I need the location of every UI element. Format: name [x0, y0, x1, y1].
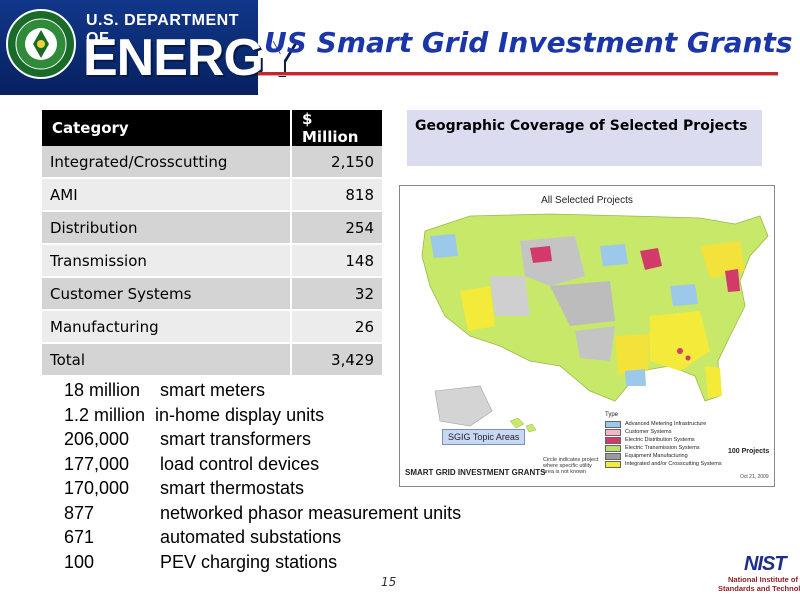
map-title: All Selected Projects — [541, 195, 633, 206]
cell-amount: 254 — [291, 211, 382, 245]
cell-category: Integrated/Crosscutting — [42, 146, 292, 179]
us-map-graphic — [421, 213, 769, 433]
legend-item: Equipment Manufacturing — [605, 452, 722, 460]
stat-row: 177,000 load control devices — [64, 452, 461, 477]
stat-item: automated substations — [160, 527, 342, 547]
legend-label: Electric Transmission Systems — [625, 445, 700, 451]
stat-count: 1.2 million — [64, 404, 146, 425]
stat-item: in-home display units — [155, 404, 325, 425]
cell-category: Transmission — [42, 244, 292, 278]
table-header-row: Category $ Million — [42, 110, 382, 146]
cell-category: Manufacturing — [42, 310, 292, 344]
cell-category: Customer Systems — [42, 277, 292, 311]
legend-label: Electric Distribution Systems — [625, 437, 695, 443]
legend-swatch — [605, 428, 621, 436]
legend-label: Customer Systems — [625, 429, 672, 435]
legend-swatch — [605, 444, 621, 452]
agency-word: ENERGY — [83, 29, 298, 87]
legend-item: Customer Systems — [605, 428, 722, 436]
column-header-category: Category — [42, 110, 292, 146]
legend-label: Advanced Metering Infrastructure — [625, 421, 707, 427]
stat-row: 1.2 million in-home display units — [64, 403, 461, 428]
stat-item: smart thermostats — [160, 478, 305, 498]
stat-count: 170,000 — [64, 478, 130, 498]
stat-row: 671 automated substations — [64, 525, 461, 550]
map-note: Circle indicates project where specific … — [543, 457, 599, 475]
doe-seal-icon — [6, 9, 76, 79]
investment-table: Category $ Million Integrated/Crosscutti… — [42, 110, 382, 377]
legend-swatch — [605, 420, 621, 428]
stat-row: 877 networked phasor measurement units — [64, 501, 461, 526]
legend-label: Equipment Manufacturing — [625, 453, 688, 459]
table-row: Transmission 148 — [42, 244, 382, 278]
title-divider — [258, 72, 778, 75]
cell-category: AMI — [42, 178, 292, 212]
stat-item: load control devices — [160, 453, 320, 474]
page-number: 15 — [381, 575, 397, 589]
map-caption: SMART GRID INVESTMENT GRANTS — [405, 468, 546, 477]
table-row-total: Total 3,429 — [42, 343, 382, 377]
legend-label: Integrated and/or Crosscutting Systems — [625, 461, 722, 467]
stat-item: networked phasor measurement units — [160, 502, 462, 523]
project-count: 100 Projects — [728, 448, 770, 455]
cell-category: Distribution — [42, 211, 292, 245]
stat-row: 206,000 smart transformers — [64, 427, 461, 452]
nist-wordmark: NIST — [744, 553, 787, 575]
stat-count: 177,000 — [64, 453, 130, 474]
cell-amount: 148 — [291, 244, 382, 278]
legend-item: Electric Distribution Systems — [605, 436, 722, 444]
legend-swatch — [605, 436, 621, 444]
column-header-amount: $ Million — [291, 110, 382, 146]
stat-item: PEV charging stations — [160, 551, 338, 572]
table-row: Distribution 254 — [42, 211, 382, 245]
agency-line: U.S. DEPARTMENT OF — [86, 12, 239, 47]
stat-item: smart meters — [160, 380, 266, 400]
nist-tagline-2: Standards and Technology — [718, 584, 800, 593]
nist-tagline-1: National Institute of — [728, 575, 798, 584]
cell-category: Total — [42, 343, 292, 377]
table-row: Integrated/Crosscutting 2,150 — [42, 146, 382, 179]
stat-count: 877 — [64, 502, 95, 523]
stat-count: 671 — [64, 527, 95, 547]
stat-item: smart transformers — [160, 429, 312, 449]
deployment-stats: 18 million smart meters 1.2 million in-h… — [64, 378, 461, 574]
stat-row: 100 PEV charging stations — [64, 550, 461, 575]
slide-title: US Smart Grid Investment Grants — [264, 26, 793, 59]
cell-amount: 32 — [291, 277, 382, 311]
stat-row: 170,000 smart thermostats — [64, 476, 461, 501]
cell-amount: 26 — [291, 310, 382, 344]
cell-amount: 2,150 — [291, 146, 382, 179]
geo-coverage-heading: Geographic Coverage of Selected Projects — [415, 118, 748, 134]
stat-count: 18 million — [64, 380, 141, 400]
legend-item: Electric Transmission Systems — [605, 444, 722, 452]
sgig-topic-label: SGIG Topic Areas — [442, 429, 526, 445]
title-divider-shadow — [258, 75, 778, 76]
table-row: Manufacturing 26 — [42, 310, 382, 344]
stat-count: 206,000 — [64, 429, 130, 449]
geo-coverage-panel: Geographic Coverage of Selected Projects — [407, 110, 762, 166]
projects-map: All Selected Projects SGIG Topic Areas C… — [399, 185, 775, 487]
stat-row: 18 million smart meters — [64, 378, 461, 403]
legend-item: Advanced Metering Infrastructure — [605, 420, 722, 428]
table-row: Customer Systems 32 — [42, 277, 382, 311]
nist-logo: NIST National Institute of Standards and… — [718, 553, 800, 597]
cell-amount: 818 — [291, 178, 382, 212]
map-date: Oct 21, 2009 — [740, 474, 769, 480]
table-row: AMI 818 — [42, 178, 382, 212]
cell-amount: 3,429 — [291, 343, 382, 377]
legend-swatch — [605, 452, 621, 460]
legend-item: Integrated and/or Crosscutting Systems — [605, 460, 722, 468]
map-legend: Type Advanced Metering Infrastructure Cu… — [605, 412, 722, 468]
doe-banner: U.S. DEPARTMENT OF ENERGY — [0, 0, 298, 95]
stat-count: 100 — [64, 551, 95, 572]
legend-swatch — [605, 460, 621, 468]
legend-title: Type — [605, 412, 619, 418]
